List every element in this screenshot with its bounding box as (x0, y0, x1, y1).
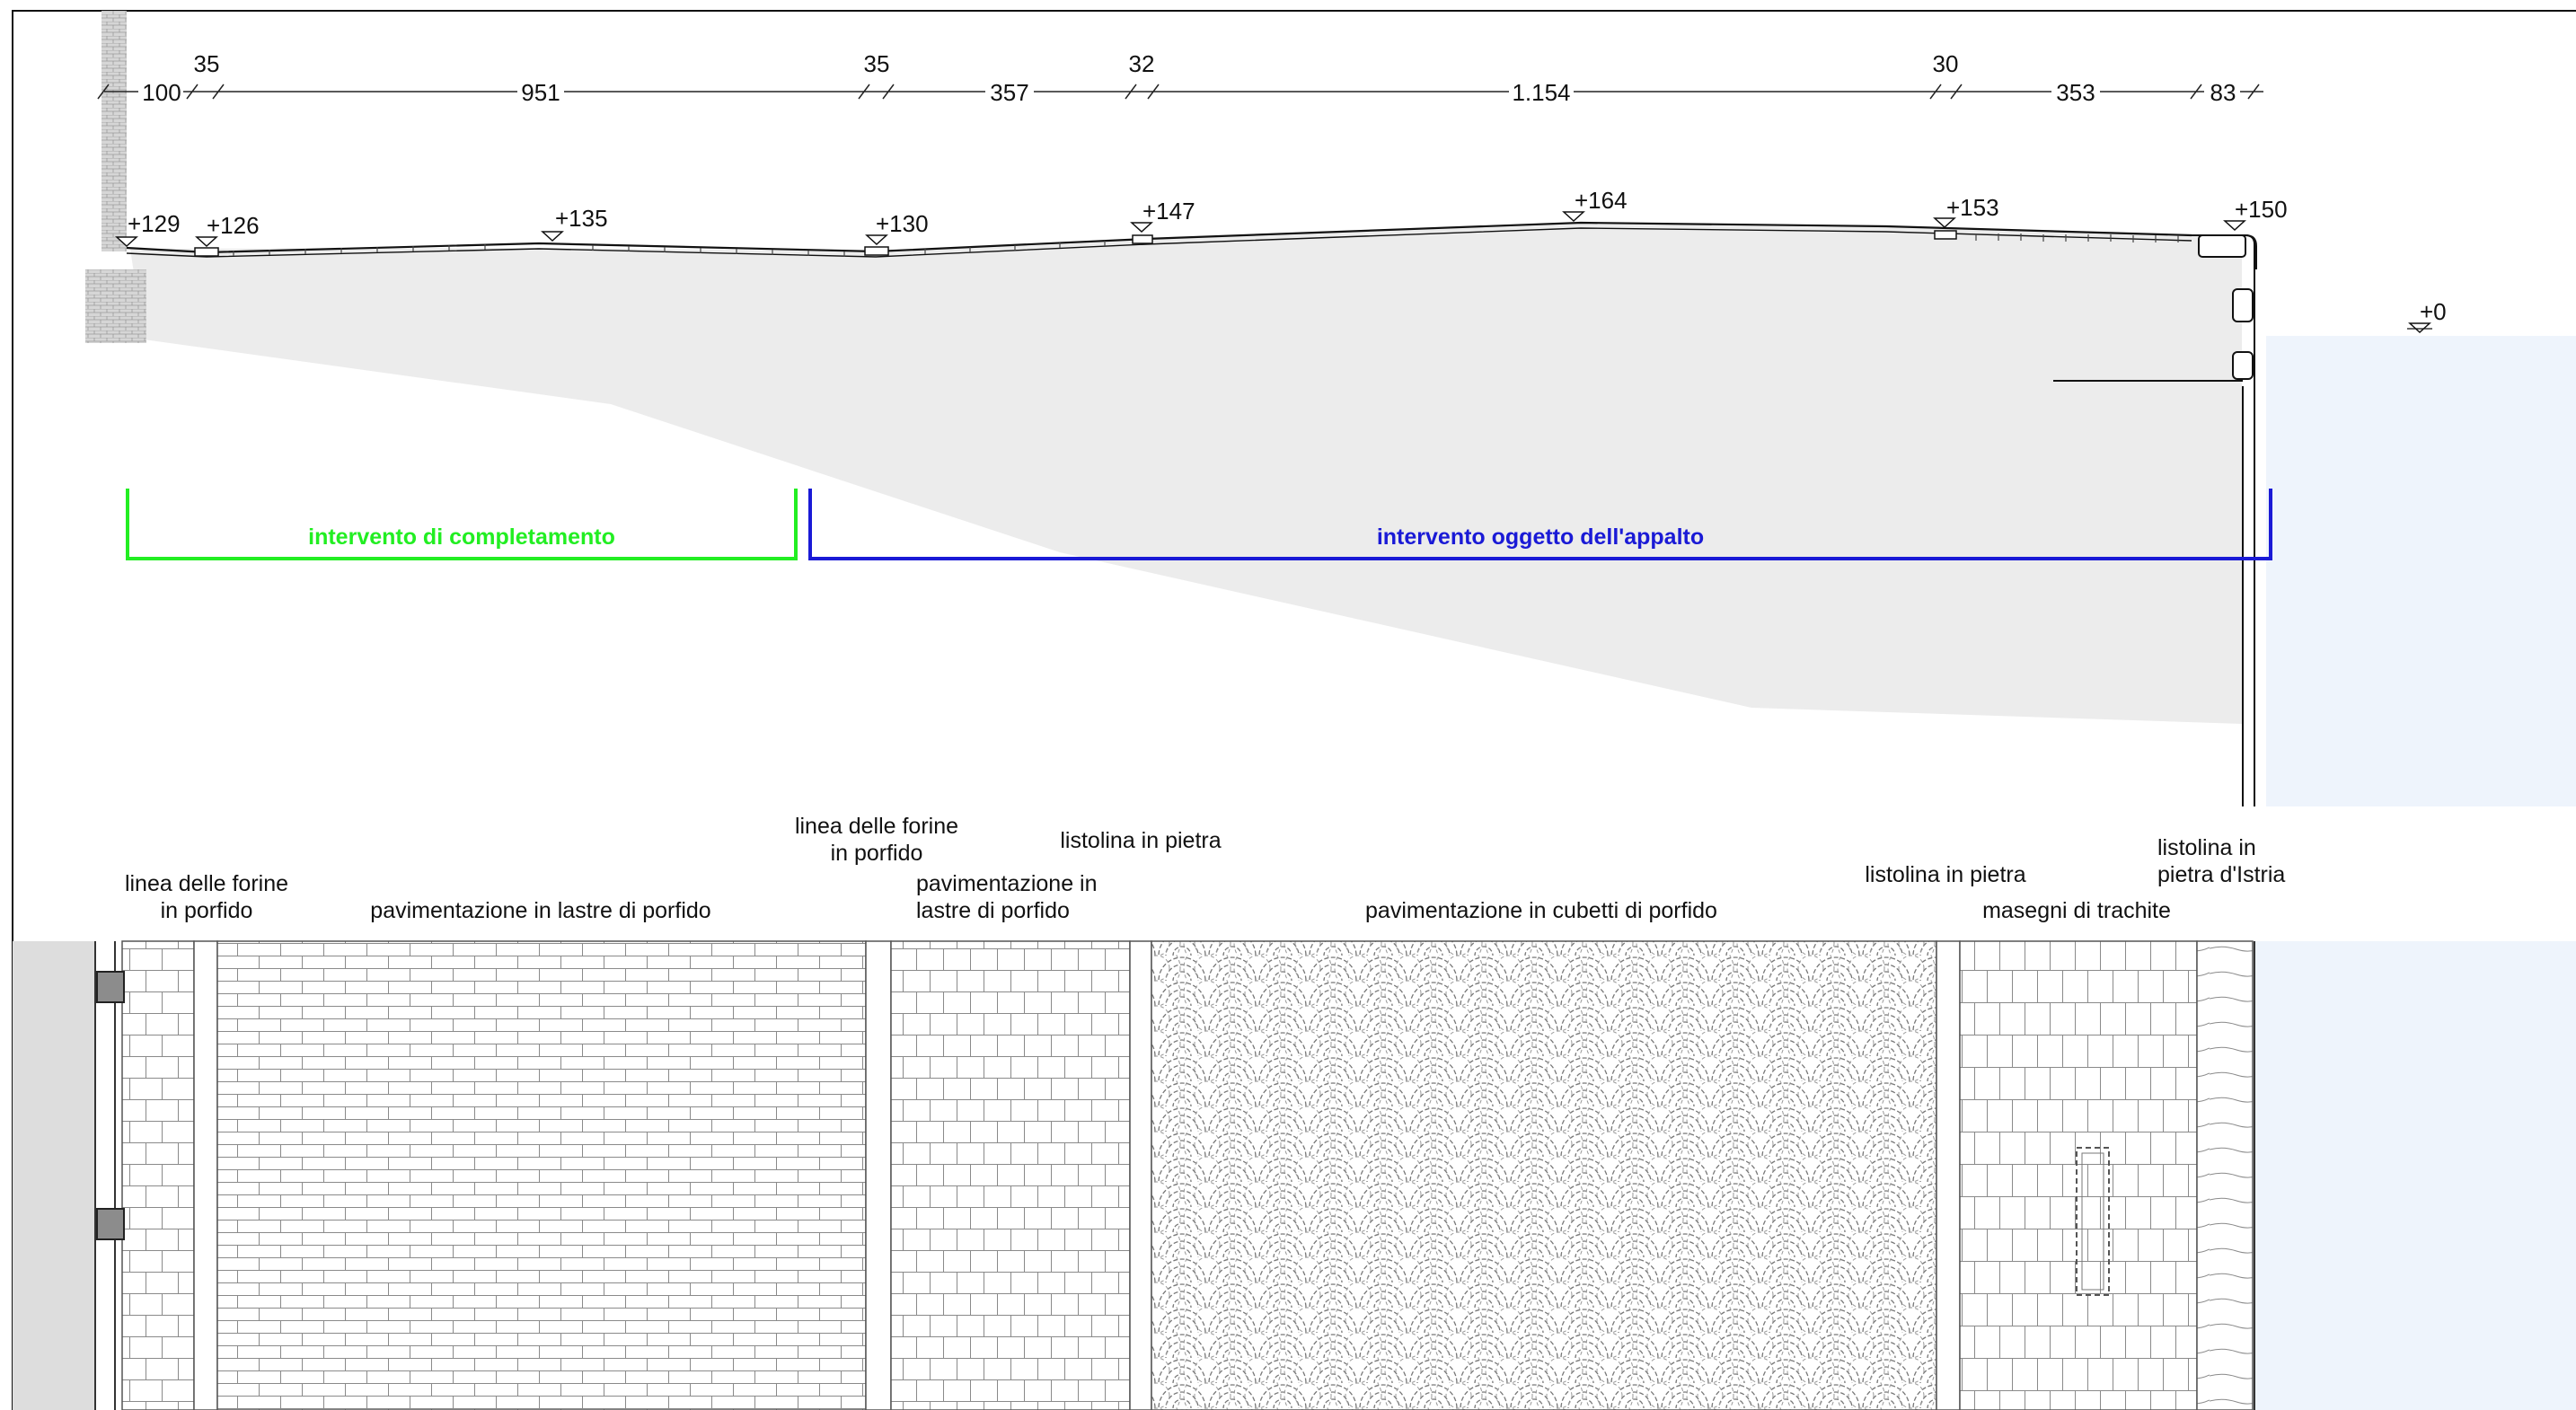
wall-footing (85, 269, 146, 343)
plan-label: linea delle forine (125, 871, 288, 896)
ground-fill (130, 223, 2242, 724)
dim-label: 35 (864, 50, 890, 77)
dim-label: 35 (194, 50, 220, 77)
plan-forine-left (121, 940, 195, 1410)
elevation-labels: +129 +126 +135 +130 +147 +164 +153 +150 … (128, 187, 2447, 325)
dimension-chain (97, 84, 2263, 100)
plan-istria-edge (2196, 940, 2254, 1410)
elevation-label: +147 (1142, 198, 1195, 225)
elevation-label: +135 (555, 205, 608, 232)
plan-view (13, 940, 2576, 1410)
building-wall (101, 11, 127, 251)
elevation-label: +126 (207, 212, 260, 239)
contract-label: intervento oggetto dell'appalto (1377, 524, 1704, 550)
plan-building-strip (13, 941, 95, 1410)
plan-listolina-2 (1936, 940, 1961, 1410)
dim-label: 32 (1129, 50, 1155, 77)
plan-forina-box (96, 971, 125, 1003)
dimension-labels: 100 35 951 35 357 32 1.154 30 353 83 (138, 50, 2240, 106)
plan-forina-box (96, 1208, 125, 1240)
plan-label: listolina in pietra (1865, 862, 2025, 887)
dim-label: 30 (1933, 50, 1959, 77)
plan-slab-paving-mid (890, 940, 1131, 1410)
elevation-markers (115, 211, 2432, 334)
dim-label: 1.154 (1512, 79, 1570, 106)
plan-label: in porfido (831, 841, 923, 866)
elevation-label: +129 (128, 210, 181, 237)
plan-water (2253, 941, 2576, 1410)
plan-label: pavimentazione in cubetti di porfido (1365, 898, 1717, 923)
plan-label: masegni di trachite (1982, 898, 2171, 923)
plan-label: listolina in pietra (1060, 828, 1221, 853)
elevation-label: +150 (2235, 196, 2288, 223)
plan-forine-mid (865, 940, 892, 1410)
completion-bracket (126, 489, 798, 560)
dim-label: 357 (990, 79, 1028, 106)
plan-label: pavimentazione in (916, 871, 1098, 896)
elevation-label: +164 (1575, 187, 1628, 214)
contract-bracket (808, 489, 2272, 560)
plan-listolina (1129, 940, 1152, 1410)
plan-label: linea delle forine (795, 814, 958, 839)
water-area (2266, 336, 2576, 806)
dim-label: 100 (142, 79, 181, 106)
dim-label: 353 (2056, 79, 2095, 106)
quay-wall (2198, 234, 2257, 806)
plan-label: lastre di porfido (916, 898, 1070, 923)
plan-label: pietra d'Istria (2157, 862, 2285, 887)
plan-slab-paving (216, 940, 867, 1410)
elevation-label: +153 (1946, 194, 1999, 221)
completion-label: intervento di completamento (308, 524, 615, 550)
plan-label: listolina in (2157, 835, 2256, 860)
dim-label: 951 (521, 79, 560, 106)
water-level-label: +0 (2420, 298, 2447, 325)
plan-label: pavimentazione in lastre di porfido (370, 898, 710, 923)
plan-stone-strip (193, 940, 218, 1410)
plan-cobble-paving (1151, 940, 1937, 1410)
dim-label: 83 (2210, 79, 2236, 106)
plan-labels: linea delle forine in porfido pavimentaz… (125, 814, 2285, 923)
plan-label: in porfido (161, 898, 253, 923)
plan-trachyte-paving (1959, 940, 2198, 1410)
elevation-label: +130 (876, 210, 929, 237)
